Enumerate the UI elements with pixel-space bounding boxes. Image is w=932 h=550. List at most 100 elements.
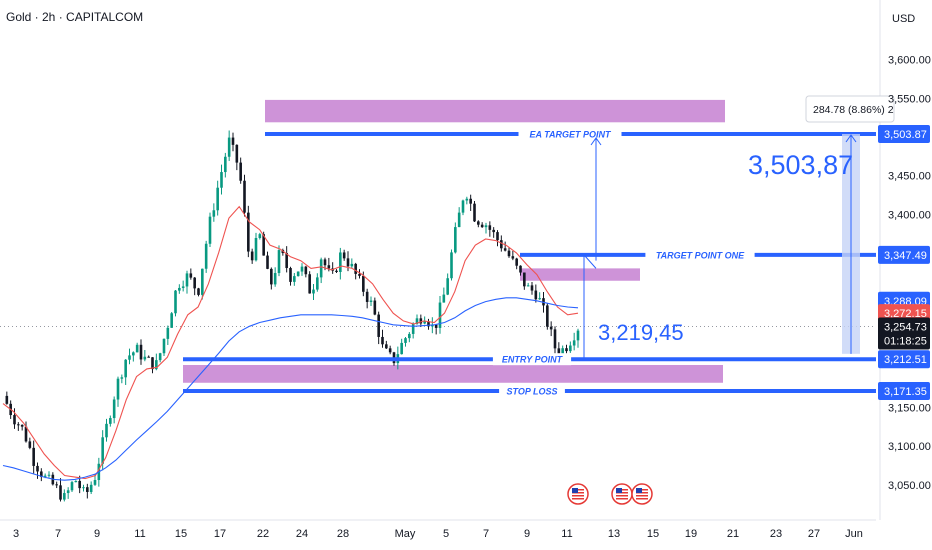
chart-title: Gold · 2h · CAPITALCOM — [6, 10, 144, 24]
candle-body — [293, 276, 296, 282]
x-tick-label: 19 — [685, 528, 697, 540]
axis-price-badge — [878, 125, 930, 143]
candle-body — [151, 357, 154, 370]
candle-body — [243, 180, 246, 213]
candle-body — [70, 482, 74, 491]
candle-body — [546, 305, 549, 327]
x-tick-label: 24 — [296, 528, 308, 540]
candle-body — [304, 266, 308, 275]
target-arrow-head — [590, 137, 602, 146]
axis-price-badge-text: 3,171.35 — [884, 386, 927, 398]
candle-body — [266, 255, 269, 269]
candle-body — [496, 232, 499, 241]
x-tick-label: Jun — [845, 528, 863, 540]
candle-body — [308, 274, 311, 294]
x-tick-label: 7 — [55, 528, 61, 540]
candle-body — [135, 344, 139, 353]
candle-body — [170, 313, 173, 328]
axis-price-badge — [878, 317, 930, 350]
candle-body — [576, 330, 580, 341]
candle-body — [339, 252, 342, 273]
us-flag-event-icon[interactable] — [567, 483, 589, 505]
candle-body — [109, 418, 112, 424]
flag-stripe — [636, 498, 648, 500]
x-tick-label: 5 — [443, 528, 449, 540]
candle-body — [415, 318, 419, 324]
candle-body — [572, 340, 576, 346]
candle-body — [36, 465, 39, 472]
candle-body — [273, 273, 277, 285]
zone-box — [183, 364, 723, 383]
candle-body — [17, 424, 20, 426]
price-level-label: ENTRY POINT — [502, 355, 564, 365]
axis-price-badge-text: 3,272.15 — [884, 308, 927, 320]
candle-body — [385, 344, 388, 349]
candle-body — [82, 487, 85, 489]
flag-canton — [616, 488, 622, 493]
projection-path — [583, 253, 597, 360]
candle-body — [553, 329, 557, 349]
y-tick-label: 3,600.00 — [888, 55, 931, 67]
candle-body — [239, 162, 242, 181]
candle-body — [411, 323, 415, 334]
candle-body — [204, 243, 208, 269]
candle-body — [181, 286, 185, 288]
axis-price-badge — [878, 382, 930, 400]
candle-body — [40, 471, 43, 477]
x-tick-label: 3 — [13, 528, 19, 540]
candle-body — [250, 251, 254, 261]
candle-body — [312, 289, 315, 294]
x-tick-label: 27 — [808, 528, 820, 540]
candle-body — [565, 348, 568, 352]
candle-body — [469, 198, 472, 204]
candle-body — [354, 263, 357, 274]
axis-price-badge — [878, 245, 930, 264]
candle-body — [319, 259, 323, 278]
candle-body — [13, 415, 16, 425]
candle-body — [526, 285, 530, 287]
big-current-label: 3,219,45 — [598, 320, 684, 345]
candle-body — [5, 395, 9, 404]
candle-body — [316, 277, 319, 290]
price-level-label-bg — [492, 353, 572, 366]
candle-body — [128, 355, 131, 360]
candle-body — [480, 224, 484, 228]
candle-body — [139, 344, 143, 360]
big-target-label: 3,503,87 — [748, 150, 853, 180]
flag-stripe — [616, 495, 628, 497]
x-tick-label: 9 — [94, 528, 100, 540]
measure-text: 284.78 (8.86%) 2 — [813, 104, 894, 116]
flag-circle — [611, 483, 633, 505]
candle-body — [538, 298, 541, 300]
candle-body — [404, 338, 407, 343]
currency-label: USD — [892, 13, 916, 25]
candle-body — [63, 493, 66, 500]
zone-box — [520, 268, 640, 281]
candle-body — [530, 285, 534, 291]
candle-body — [434, 324, 438, 328]
candle-body — [511, 256, 515, 259]
candle-body — [254, 238, 258, 261]
candle-body — [488, 225, 492, 230]
candle-body — [89, 484, 93, 492]
flag-stripe — [616, 498, 628, 500]
axis-price-badge-text: 3,254.73 — [884, 322, 927, 334]
us-flag-event-icon[interactable] — [611, 483, 633, 505]
candle-body — [231, 137, 235, 145]
candle-body — [450, 252, 453, 279]
candle-body — [212, 210, 216, 217]
candle-body — [116, 378, 120, 400]
candle-body — [473, 203, 476, 222]
flag-circle — [567, 483, 589, 505]
candle-body — [43, 475, 47, 477]
x-tick-label: 22 — [257, 528, 269, 540]
candle-body — [189, 273, 193, 278]
measure-arrow-head — [845, 134, 857, 143]
x-tick-label: 9 — [524, 528, 530, 540]
candle-body — [201, 268, 204, 295]
candle-body — [74, 480, 78, 483]
price-level-label: TARGET POINT ONE — [656, 250, 745, 260]
us-flag-event-icon[interactable] — [631, 483, 653, 505]
y-tick-label: 3,550.00 — [888, 93, 931, 105]
